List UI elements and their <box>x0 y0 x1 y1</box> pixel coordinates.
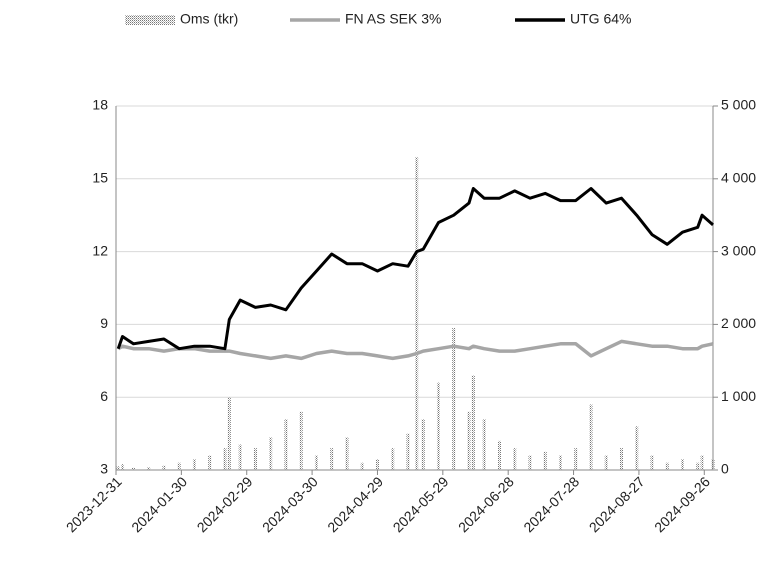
volume-bar <box>482 419 486 470</box>
volume-bar <box>238 444 242 470</box>
volume-bar <box>345 437 349 470</box>
volume-bar <box>558 455 562 470</box>
volume-bar <box>415 156 419 470</box>
volume-bar <box>299 411 303 470</box>
line <box>116 187 714 351</box>
y-tick-label: 6 <box>100 388 108 404</box>
x-tick-label: 2024-01-30 <box>128 473 190 535</box>
x-tick-label: 2024-08-27 <box>586 473 648 535</box>
volume-bar <box>619 448 623 470</box>
legend-label: FN AS SEK 3% <box>345 11 441 27</box>
volume-bar <box>121 464 125 470</box>
volume-bar <box>696 462 700 470</box>
legend-label: Oms (tkr) <box>180 11 238 27</box>
volume-bar <box>162 465 166 470</box>
legend-label: UTG 64% <box>570 11 631 27</box>
volume-bar <box>513 448 517 470</box>
volume-bar <box>330 448 334 470</box>
volume-bar <box>147 467 151 470</box>
volume-bar <box>497 440 501 470</box>
volume-bar <box>471 375 475 470</box>
volume-bar <box>650 455 654 470</box>
volume-bar <box>711 459 715 470</box>
y2-tick-label: 1 000 <box>721 388 756 404</box>
y2-tick-label: 0 <box>721 461 729 477</box>
volume-bar <box>360 462 364 470</box>
y2-tick-label: 4 000 <box>721 170 756 186</box>
y-tick-label: 9 <box>100 315 108 331</box>
volume-bar <box>589 404 593 470</box>
volume-bar <box>452 328 456 470</box>
volume-bar <box>391 448 395 470</box>
volume-bar <box>635 426 639 470</box>
volume-bar <box>543 451 547 470</box>
volume-bar <box>375 459 379 470</box>
volume-bar <box>421 419 425 470</box>
volume-bar <box>116 466 120 470</box>
volume-bar <box>680 459 684 470</box>
x-tick-label: 2024-05-29 <box>390 473 452 535</box>
volume-bar <box>253 448 257 470</box>
y2-tick-label: 5 000 <box>721 97 756 113</box>
volume-bar <box>528 455 532 470</box>
y2-tick-label: 2 000 <box>721 315 756 331</box>
volume-bar <box>604 455 608 470</box>
y2-tick-label: 3 000 <box>721 242 756 258</box>
x-tick-label: 2024-02-29 <box>194 473 256 535</box>
volume-bar <box>227 397 231 470</box>
volume-bar <box>131 467 135 470</box>
line <box>117 339 714 361</box>
x-tick-label: 2024-03-30 <box>259 473 321 535</box>
x-tick-label: 2024-04-29 <box>324 473 386 535</box>
x-tick-label: 2023-12-31 <box>63 473 125 535</box>
x-tick-label: 2024-07-28 <box>520 473 582 535</box>
legend-swatch <box>125 15 175 25</box>
volume-bar <box>192 459 196 470</box>
volume-bar <box>406 433 410 470</box>
y-tick-label: 12 <box>92 242 108 258</box>
volume-bar <box>269 437 273 470</box>
volume-bar <box>574 448 578 470</box>
volume-bar <box>436 382 440 470</box>
x-tick-label: 2024-09-26 <box>651 473 713 535</box>
volume-bar <box>177 462 181 470</box>
y-tick-label: 3 <box>100 461 108 477</box>
volume-bar <box>700 455 704 470</box>
volume-bar <box>314 455 318 470</box>
x-tick-label: 2024-06-28 <box>455 473 517 535</box>
volume-bar <box>284 419 288 470</box>
y-tick-label: 15 <box>92 170 108 186</box>
volume-bar <box>467 411 471 470</box>
volume-bar <box>208 455 212 470</box>
volume-bar <box>665 462 669 470</box>
volume-bar <box>223 448 227 470</box>
y-tick-label: 18 <box>92 97 108 113</box>
